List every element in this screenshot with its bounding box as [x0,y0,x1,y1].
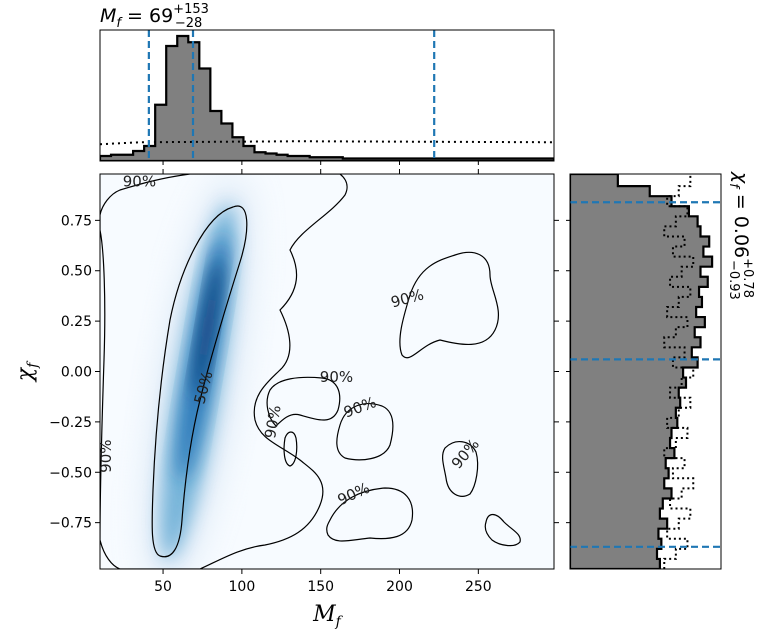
chif-posterior-histogram [570,174,714,569]
x-tick-label: 50 [154,579,172,595]
top-marginal-panel: Mf = 69+153 −28 [99,2,555,165]
x-tick-label: 100 [229,579,256,595]
y-tick-label: 0.00 [61,365,92,381]
mf-summary-minus: −28 [175,16,202,31]
mf-summary-symbol: M [100,5,116,27]
mf-prior-histogram [100,140,554,146]
contour-90-small-3 [336,403,394,461]
density-peak [194,258,222,397]
mf-posterior-histogram [100,34,554,161]
y-tick-label: −0.50 [49,465,92,481]
contour-90-small-6 [484,513,521,547]
y-tick-label: −0.75 [49,516,92,532]
contour-90-small-2 [283,431,298,467]
contour-90-small-1 [266,376,341,427]
x-axis-title: Mf [312,602,344,630]
chif-summary-value: = 0.06 [730,188,752,258]
chif-summary-title: χf = 0.06+0.78−0.93 [726,171,755,300]
top-marginal-ticks [162,161,479,165]
chif-summary-minus: −0.93 [726,260,741,300]
mf-summary-title: Mf = 69+153 −28 [100,2,209,31]
mf-summary-subscript: f [116,16,123,31]
chif-summary-plus: +0.78 [740,258,755,298]
contour-90-small-4 [441,441,479,497]
right-marginal-content [570,174,721,569]
contour-label: 90% [123,173,156,191]
density-field: 90%90%50%90%90%90%90%90%90% [97,173,521,569]
mf-summary-value: = 69 [121,5,173,27]
right-marginal-ticks [566,219,570,524]
x-tick-label: 250 [465,579,492,595]
right-marginal-panel: χf = 0.06+0.78−0.93 [566,171,755,570]
x-tick-label: 200 [386,579,413,595]
chif-summary-symbol: χ [730,171,752,184]
chif-summary-subscript: f [726,183,741,190]
joint-panel: 90%90%50%90%90%90%90%90%90% 50 100 150 200 2… [13,169,559,630]
contour-90-small-5 [326,487,414,542]
joint-x-ticks: 50 100 150 200 250 [154,169,492,595]
contour-label: 90% [261,404,285,440]
contour-90-right-blob [399,251,500,359]
joint-y-ticks: 0.75 0.50 0.25 0.00 −0.25 −0.50 −0.75 [49,213,559,532]
mf-summary-plus: +153 [173,2,209,17]
y-tick-label: 0.25 [61,314,92,330]
x-tick-label: 150 [307,579,334,595]
y-tick-label: −0.25 [49,415,92,431]
top-marginal-content [100,30,554,161]
y-axis-title: χf [13,360,41,383]
y-tick-label: 0.75 [61,213,92,229]
contour-50-percent [151,205,248,558]
chif-prior-histogram [663,174,695,569]
contour-label: 90% [97,439,115,472]
y-tick-label: 0.50 [61,264,92,280]
contour-label: 90% [320,368,353,386]
